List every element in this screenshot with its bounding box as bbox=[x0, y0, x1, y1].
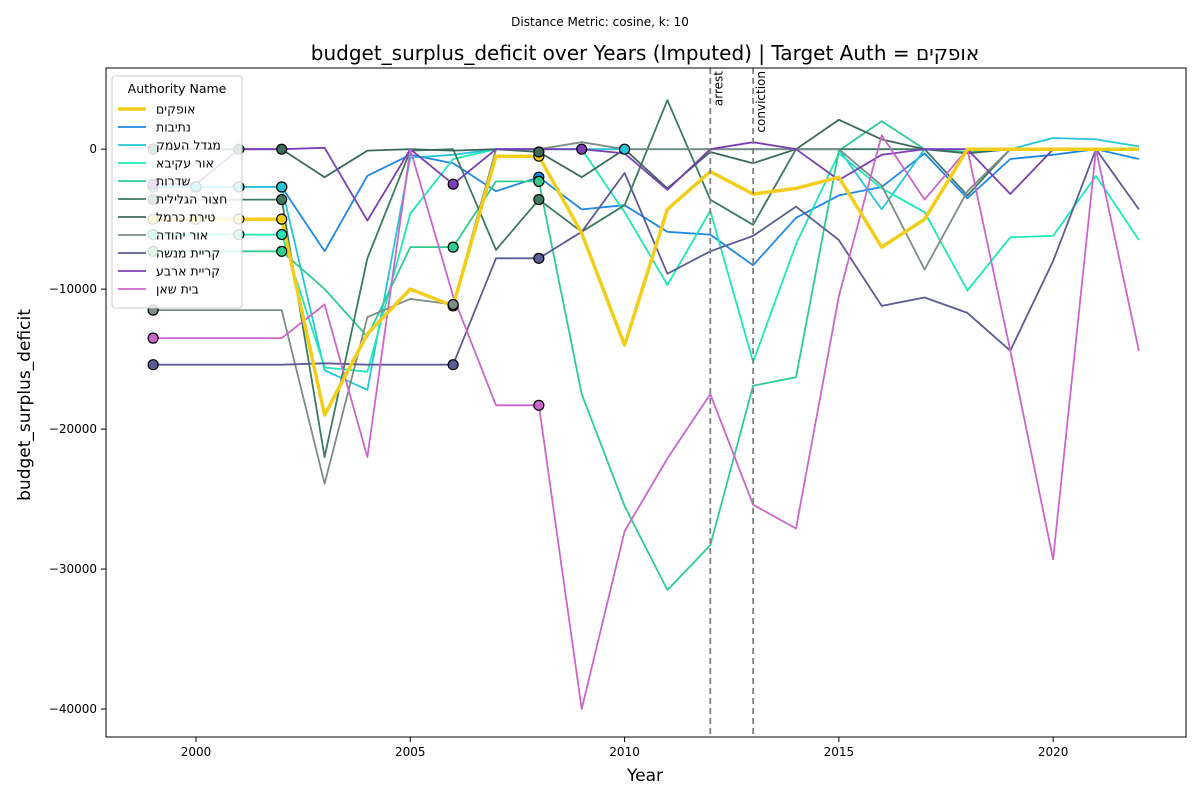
imputed-point bbox=[533, 252, 545, 264]
series-line-1 bbox=[153, 147, 1139, 417]
x-tick-label: 2005 bbox=[395, 745, 426, 759]
y-tick-label: −10000 bbox=[49, 282, 97, 296]
imputed-point bbox=[147, 359, 159, 371]
legend-entry-8: אור יהודה bbox=[156, 228, 208, 243]
series-line-11 bbox=[153, 134, 1140, 710]
series-line-10 bbox=[153, 141, 1139, 222]
legend-entry-10: קריית ארבע bbox=[156, 264, 220, 279]
imputed-point bbox=[147, 332, 159, 344]
legend-entry-3: מגדל העמק bbox=[156, 138, 221, 153]
legend-entry-11: בית שאן bbox=[156, 282, 199, 297]
legend-title: Authority Name bbox=[128, 81, 227, 96]
series-line-4 bbox=[153, 148, 1140, 373]
imputed-point bbox=[276, 193, 288, 206]
imputed-point bbox=[447, 359, 459, 371]
legend-box bbox=[111, 75, 243, 309]
x-tick-label: 2000 bbox=[181, 745, 212, 759]
y-tick-label: −20000 bbox=[49, 422, 97, 436]
y-axis-label: budget_surplus_deficit bbox=[15, 309, 35, 501]
imputed-point bbox=[447, 178, 459, 190]
y-tick-label: −30000 bbox=[49, 562, 97, 576]
legend-entry-4: אור עקיבא bbox=[156, 156, 214, 171]
series-line-2 bbox=[153, 148, 1140, 267]
imputed-point bbox=[276, 245, 288, 257]
series-line-9 bbox=[153, 148, 1140, 366]
imputed-point bbox=[447, 241, 459, 253]
series-lines bbox=[153, 99, 1140, 710]
imputed-point bbox=[533, 399, 545, 411]
legend-entry-1: אופקים bbox=[156, 102, 196, 117]
series-line-5 bbox=[153, 120, 1139, 591]
imputed-point bbox=[618, 143, 631, 155]
imputed-point bbox=[276, 213, 288, 225]
legend-entry-7: טירת כרמל bbox=[156, 210, 215, 225]
y-tick-label: 0 bbox=[89, 142, 97, 156]
legend: Authority Name אופקים נתיבות מגדל העמק אור ע… bbox=[111, 75, 243, 309]
imputed-point bbox=[276, 228, 288, 241]
imputed-point bbox=[533, 146, 545, 158]
legend-entry-9: קריית מנשה bbox=[156, 246, 220, 261]
legend-entry-6: חצור הגלילית bbox=[156, 192, 227, 207]
x-tick-label: 2020 bbox=[1038, 745, 1069, 759]
event-label-arrest: arrest bbox=[711, 71, 725, 106]
imputed-point bbox=[276, 181, 288, 193]
imputed-point bbox=[533, 175, 545, 187]
y-tick-label: −40000 bbox=[49, 702, 97, 716]
event-lines: arrest conviction bbox=[709, 68, 768, 737]
series-line-6 bbox=[153, 99, 1139, 459]
imputed-point bbox=[533, 193, 545, 206]
imputed-point bbox=[576, 143, 588, 155]
imputed-point bbox=[276, 143, 288, 155]
x-tick-label: 2010 bbox=[609, 745, 640, 759]
chart-title: budget_surplus_deficit over Years (Imput… bbox=[311, 41, 979, 65]
legend-entry-5: שדרות bbox=[156, 174, 191, 189]
series-line-7 bbox=[153, 118, 1139, 190]
chart-subtitle: Distance Metric: cosine, k: 10 bbox=[511, 15, 689, 29]
x-axis: 2000 2005 2010 2015 2020 bbox=[181, 737, 1069, 759]
legend-entry-2: נתיבות bbox=[156, 120, 191, 135]
x-tick-label: 2015 bbox=[824, 745, 855, 759]
imputed-point bbox=[447, 298, 459, 311]
event-label-conviction: conviction bbox=[754, 71, 768, 133]
plot-area-frame bbox=[105, 67, 1187, 738]
y-axis: −40000 −30000 −20000 −10000 0 bbox=[49, 142, 106, 716]
x-axis-label: Year bbox=[626, 766, 663, 786]
